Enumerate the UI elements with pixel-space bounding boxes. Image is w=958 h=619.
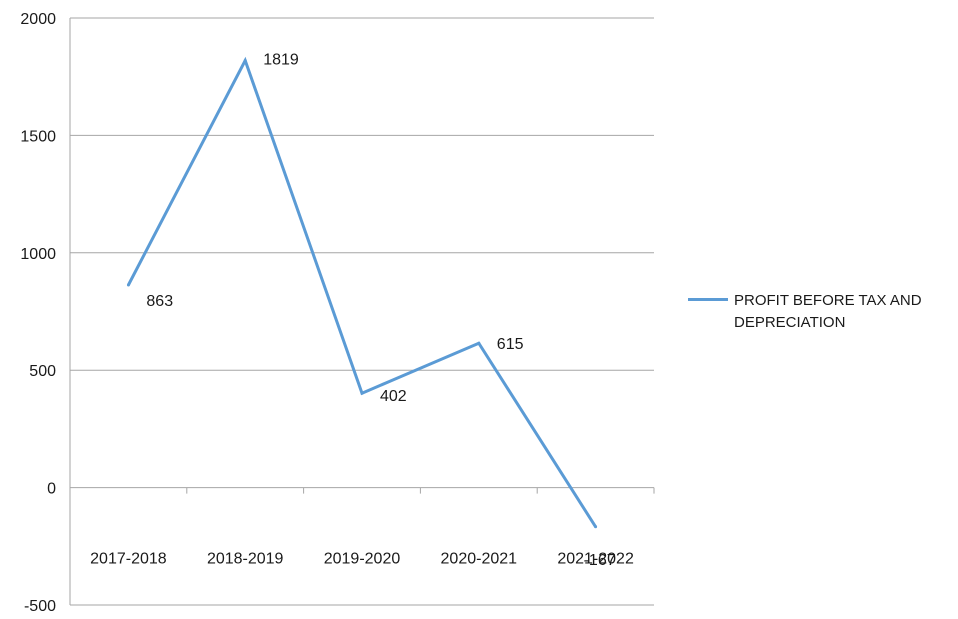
data-point	[477, 341, 481, 345]
y-tick-label: 1000	[20, 246, 56, 263]
y-tick-label: -500	[24, 598, 56, 615]
y-tick-label: 500	[29, 363, 56, 380]
x-tick-label: 2020-2021	[441, 551, 518, 568]
data-point	[243, 58, 247, 62]
data-point	[126, 283, 130, 287]
legend: PROFIT BEFORE TAX AND DEPRECIATION	[688, 290, 958, 334]
x-tick-label: 2021-2022	[557, 551, 634, 568]
data-label: 1819	[263, 51, 299, 68]
y-tick-label: 2000	[20, 11, 56, 28]
legend-series-swatch	[688, 298, 728, 301]
series-line	[127, 56, 597, 528]
legend-series-label: PROFIT BEFORE TAX AND DEPRECIATION	[734, 292, 922, 331]
data-label: -167	[584, 552, 616, 569]
data-label: 615	[497, 336, 524, 353]
data-point	[594, 525, 598, 529]
x-tick-label: 2019-2020	[324, 551, 401, 568]
data-label: 402	[380, 388, 407, 405]
y-tick-label: 0	[47, 481, 56, 498]
x-tick-label: 2018-2019	[207, 551, 284, 568]
data-point	[360, 391, 364, 395]
data-label: 863	[146, 293, 173, 310]
y-tick-label: 1500	[20, 128, 56, 145]
x-tick-label: 2017-2018	[90, 551, 167, 568]
